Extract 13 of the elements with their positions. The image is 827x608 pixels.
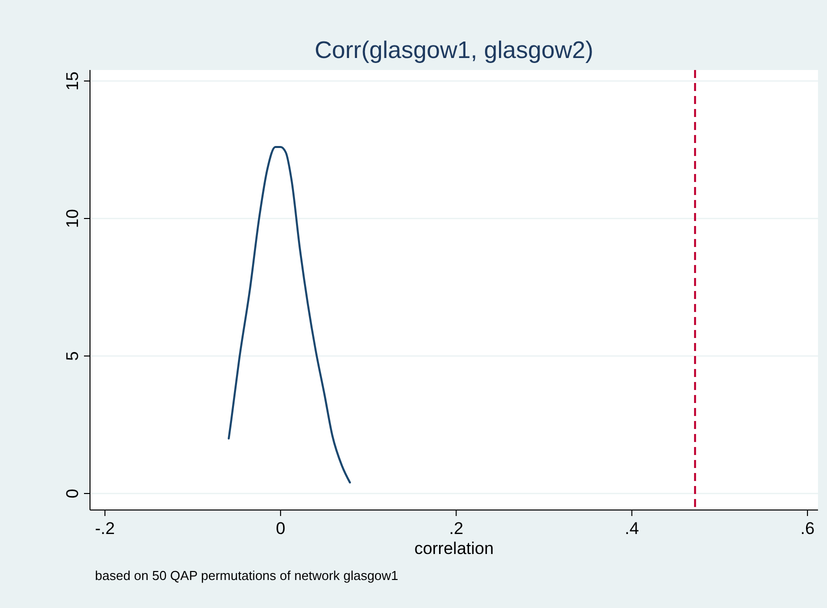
- line-series: [228, 146, 351, 484]
- text: based on 50 QAP permutations of network glasgow1: [95, 568, 398, 583]
- x-tick-label: .4: [624, 519, 639, 538]
- x-tick-label: 0: [276, 519, 286, 538]
- y-tick-label: 0: [63, 488, 82, 498]
- y-tick-label: 10: [63, 209, 82, 228]
- x-tick-label: .6: [800, 519, 815, 538]
- x-tick-label: .2: [449, 519, 464, 538]
- x-tick-label: -.2: [95, 519, 115, 538]
- chart-title: Corr(glasgow1, glasgow2): [314, 37, 594, 64]
- y-tick-label: 5: [63, 351, 82, 361]
- y-tick-label: 15: [63, 72, 82, 90]
- x-axis-title: correlation: [414, 539, 494, 558]
